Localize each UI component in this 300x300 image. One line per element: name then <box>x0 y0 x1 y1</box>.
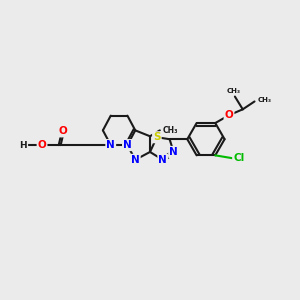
Text: O: O <box>58 126 67 136</box>
Text: N: N <box>106 140 115 150</box>
Text: N: N <box>169 147 178 157</box>
Text: O: O <box>225 110 233 120</box>
Text: O: O <box>38 140 46 150</box>
Text: CH₃: CH₃ <box>163 126 178 135</box>
Text: N: N <box>158 155 167 165</box>
Text: S: S <box>153 132 160 142</box>
Text: H: H <box>20 141 27 150</box>
Text: N: N <box>131 155 140 165</box>
Text: CH₃: CH₃ <box>227 88 241 94</box>
Text: CH₃: CH₃ <box>257 98 272 103</box>
Text: N: N <box>123 140 132 150</box>
Text: Cl: Cl <box>233 153 244 163</box>
